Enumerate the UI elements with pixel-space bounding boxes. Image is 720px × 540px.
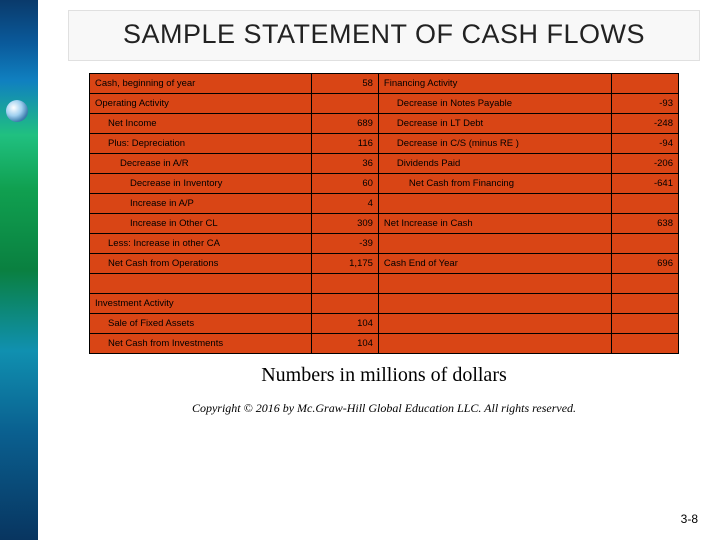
- cell-left-label: Net Income: [90, 114, 312, 134]
- table-row: Decrease in A/R36Dividends Paid-206: [90, 154, 679, 174]
- cell-right-value: [612, 334, 679, 354]
- cash-flow-table: Cash, beginning of year58Financing Activ…: [89, 73, 679, 354]
- cell-left-value: 4: [312, 194, 379, 214]
- cell-right-value: 696: [612, 254, 679, 274]
- cell-left-label: Operating Activity: [90, 94, 312, 114]
- table-row: Investment Activity: [90, 294, 679, 314]
- cell-right-value: [612, 234, 679, 254]
- cell-left-value: 116: [312, 134, 379, 154]
- cell-left-value: 60: [312, 174, 379, 194]
- cell-right-value: 638: [612, 214, 679, 234]
- cell-left-value: 1,175: [312, 254, 379, 274]
- decorative-left-strip: [0, 0, 38, 540]
- cell-right-value: -641: [612, 174, 679, 194]
- cell-left-label: Investment Activity: [90, 294, 312, 314]
- cell-left-label: Decrease in A/R: [90, 154, 312, 174]
- cell-left-label: Decrease in Inventory: [90, 174, 312, 194]
- title-box: SAMPLE STATEMENT OF CASH FLOWS: [68, 10, 700, 61]
- cell-left-value: [312, 94, 379, 114]
- cell-left-value: [312, 274, 379, 294]
- cell-left-label: Plus: Depreciation: [90, 134, 312, 154]
- table-row: Net Cash from Operations1,175Cash End of…: [90, 254, 679, 274]
- cell-left-value: -39: [312, 234, 379, 254]
- cell-right-value: -93: [612, 94, 679, 114]
- cell-right-value: -206: [612, 154, 679, 174]
- cell-right-label: Dividends Paid: [378, 154, 611, 174]
- table-row: Increase in A/P4: [90, 194, 679, 214]
- slide-content: SAMPLE STATEMENT OF CASH FLOWS Cash, beg…: [38, 0, 720, 540]
- table-row: Sale of Fixed Assets104: [90, 314, 679, 334]
- table-row: [90, 274, 679, 294]
- table-row: Increase in Other CL309Net Increase in C…: [90, 214, 679, 234]
- cell-left-value: 58: [312, 74, 379, 94]
- cell-right-label: Cash End of Year: [378, 254, 611, 274]
- cell-left-value: 104: [312, 314, 379, 334]
- table-row: Cash, beginning of year58Financing Activ…: [90, 74, 679, 94]
- cell-left-label: Net Cash from Operations: [90, 254, 312, 274]
- cell-left-label: Increase in A/P: [90, 194, 312, 214]
- cell-left-value: 36: [312, 154, 379, 174]
- cell-right-value: -94: [612, 134, 679, 154]
- table-row: Decrease in Inventory60Net Cash from Fin…: [90, 174, 679, 194]
- cell-left-label: Net Cash from Investments: [90, 334, 312, 354]
- cell-right-value: [612, 194, 679, 214]
- table-row: Operating Activity Decrease in Notes Paya…: [90, 94, 679, 114]
- cell-left-value: [312, 294, 379, 314]
- subtitle-text: Numbers in millions of dollars: [68, 364, 700, 387]
- cell-right-label: Decrease in C/S (minus RE ): [378, 134, 611, 154]
- table-row: Plus: Depreciation116Decrease in C/S (mi…: [90, 134, 679, 154]
- cell-left-label: Less: Increase in other CA: [90, 234, 312, 254]
- copyright-text: Copyright © 2016 by Mc.Graw-Hill Global …: [68, 401, 700, 416]
- cell-right-value: -248: [612, 114, 679, 134]
- cell-left-value: 104: [312, 334, 379, 354]
- slide-title: SAMPLE STATEMENT OF CASH FLOWS: [69, 19, 699, 50]
- cell-right-label: Net Cash from Financing: [378, 174, 611, 194]
- cell-right-value: [612, 274, 679, 294]
- cell-left-label: [90, 274, 312, 294]
- cell-left-label: Cash, beginning of year: [90, 74, 312, 94]
- cell-right-label: Financing Activity: [378, 74, 611, 94]
- table-row: Net Income689Decrease in LT Debt-248: [90, 114, 679, 134]
- cell-right-label: Net Increase in Cash: [378, 214, 611, 234]
- cell-right-label: [378, 314, 611, 334]
- cell-right-value: [612, 74, 679, 94]
- cell-right-label: [378, 274, 611, 294]
- table-row: Net Cash from Investments104: [90, 334, 679, 354]
- cell-right-value: [612, 294, 679, 314]
- cell-right-label: Decrease in Notes Payable: [378, 94, 611, 114]
- cell-left-value: 689: [312, 114, 379, 134]
- cell-left-label: Sale of Fixed Assets: [90, 314, 312, 334]
- cell-right-label: [378, 294, 611, 314]
- cell-right-label: Decrease in LT Debt: [378, 114, 611, 134]
- cell-left-label: Increase in Other CL: [90, 214, 312, 234]
- cell-right-label: [378, 334, 611, 354]
- cell-left-value: 309: [312, 214, 379, 234]
- page-number: 3-8: [681, 512, 698, 526]
- table-row: Less: Increase in other CA-39: [90, 234, 679, 254]
- cell-right-value: [612, 314, 679, 334]
- cell-right-label: [378, 194, 611, 214]
- cell-right-label: [378, 234, 611, 254]
